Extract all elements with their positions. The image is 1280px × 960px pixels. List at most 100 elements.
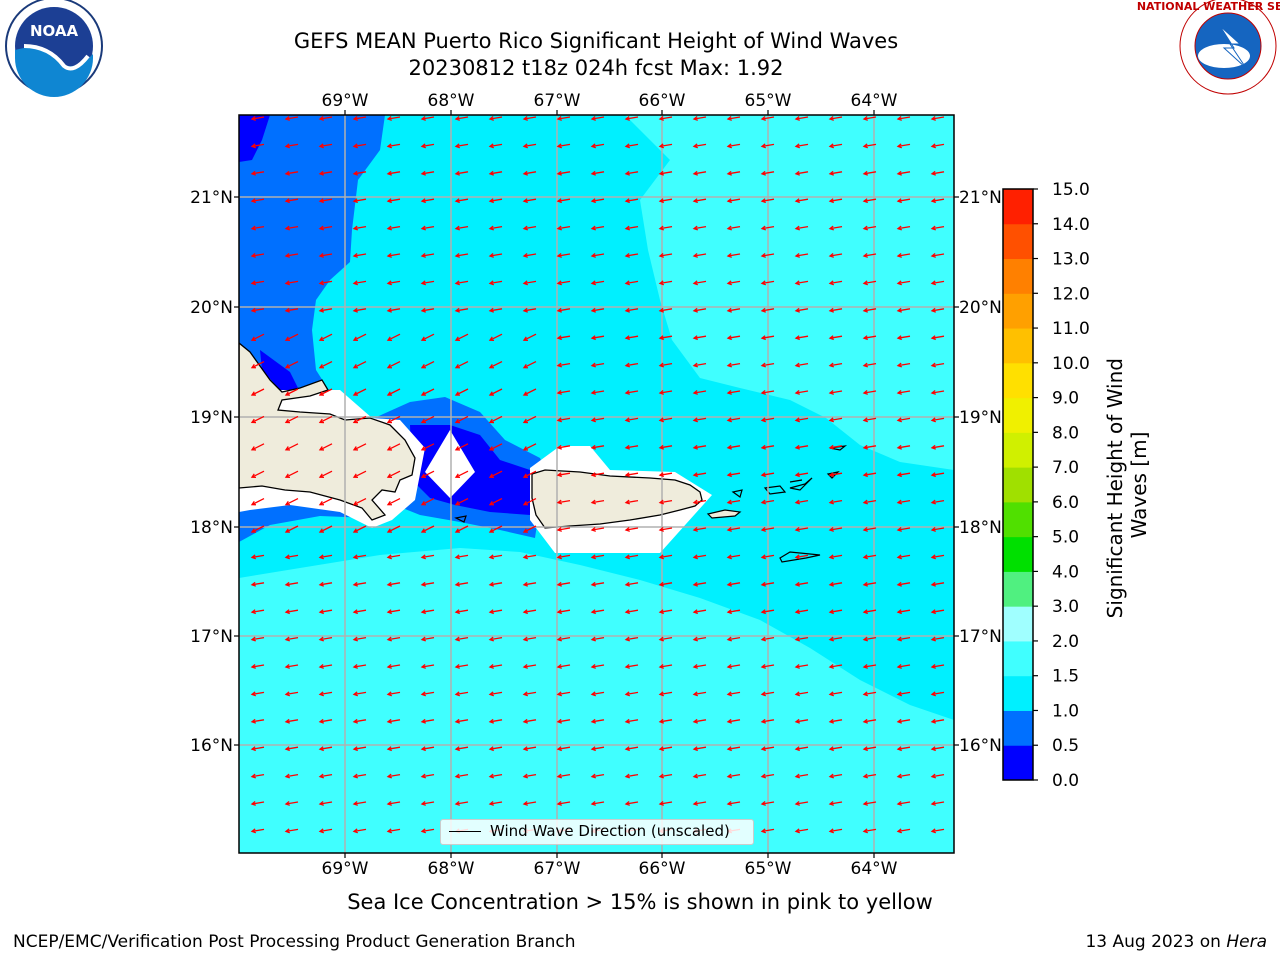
wave-direction-arrow bbox=[896, 116, 911, 121]
wave-direction-arrow bbox=[284, 801, 299, 806]
colorbar-tick-label: 0.0 bbox=[1052, 771, 1079, 791]
wave-direction-arrow bbox=[352, 498, 367, 506]
wave-direction-arrow bbox=[896, 718, 911, 724]
wave-direction-arrow bbox=[692, 170, 707, 176]
wave-direction-arrow bbox=[556, 691, 571, 697]
wave-direction-arrow bbox=[760, 143, 775, 149]
wave-direction-arrow bbox=[250, 470, 265, 478]
wind-wave-direction-arrows bbox=[250, 116, 945, 860]
legend-line-symbol bbox=[449, 831, 481, 832]
wave-direction-arrow bbox=[692, 472, 707, 478]
wave-direction-arrow bbox=[624, 527, 639, 532]
wave-direction-arrow bbox=[692, 581, 707, 587]
wave-direction-arrow bbox=[522, 116, 537, 121]
wave-direction-arrow bbox=[760, 499, 775, 505]
wave-direction-arrow bbox=[896, 746, 911, 752]
wave-direction-arrow bbox=[726, 225, 741, 231]
wave-direction-arrow bbox=[692, 335, 707, 341]
wave-direction-arrow bbox=[862, 664, 877, 669]
wave-direction-arrow bbox=[352, 415, 367, 424]
wave-direction-arrow bbox=[556, 664, 571, 669]
wave-direction-arrow bbox=[794, 143, 809, 149]
wave-direction-arrow bbox=[420, 525, 435, 533]
wave-direction-arrow bbox=[454, 253, 469, 258]
wave-direction-arrow bbox=[828, 499, 843, 505]
wave-direction-arrow bbox=[386, 253, 401, 258]
wave-direction-arrow bbox=[590, 664, 605, 669]
wave-direction-arrow bbox=[930, 773, 945, 779]
wave-direction-arrow bbox=[590, 718, 605, 724]
wave-direction-arrow bbox=[828, 253, 843, 258]
wave-direction-arrow bbox=[760, 609, 775, 615]
wave-direction-arrow bbox=[318, 280, 333, 286]
wave-direction-arrow bbox=[318, 801, 333, 806]
wave-direction-arrow bbox=[658, 143, 673, 149]
wave-direction-arrow bbox=[590, 307, 605, 313]
wave-direction-arrow bbox=[760, 307, 775, 313]
wave-direction-arrow bbox=[318, 170, 333, 176]
wave-direction-arrow bbox=[556, 362, 571, 368]
wave-direction-arrow bbox=[760, 527, 775, 532]
wave-direction-arrow bbox=[590, 280, 605, 286]
wave-direction-arrow bbox=[692, 417, 707, 423]
wave-direction-arrow bbox=[862, 335, 877, 341]
lat-label-right: 16°N bbox=[959, 736, 1002, 756]
wave-direction-arrow bbox=[794, 746, 809, 752]
wave-direction-arrow bbox=[488, 773, 503, 779]
wave-direction-arrow bbox=[930, 143, 945, 149]
wave-direction-arrow bbox=[284, 525, 299, 533]
colorbar-tick-label: 6.0 bbox=[1052, 493, 1079, 513]
wave-direction-arrow bbox=[726, 170, 741, 176]
wave-direction-arrow bbox=[284, 361, 299, 369]
wave-direction-arrow bbox=[760, 280, 775, 286]
wave-direction-arrow bbox=[286, 856, 298, 860]
wave-direction-arrow bbox=[760, 116, 775, 121]
wave-direction-arrow bbox=[658, 390, 673, 395]
wave-direction-arrow bbox=[488, 664, 503, 669]
wave-direction-arrow bbox=[862, 609, 877, 615]
wave-direction-arrow bbox=[590, 609, 605, 615]
wave-direction-arrow bbox=[896, 801, 911, 806]
chart-subtitle: 20230812 t18z 024h fcst Max: 1.92 bbox=[408, 56, 784, 80]
wave-direction-arrow bbox=[352, 581, 367, 587]
wave-direction-arrow bbox=[828, 362, 843, 368]
wave-direction-arrow bbox=[794, 390, 809, 395]
wave-direction-arrow bbox=[386, 307, 401, 313]
wave-direction-arrow bbox=[728, 856, 740, 860]
wave-direction-arrow bbox=[930, 198, 945, 204]
wave-direction-arrow bbox=[862, 746, 877, 752]
lat-label-left: 19°N bbox=[190, 408, 233, 428]
lon-label-top: 68°W bbox=[428, 91, 475, 111]
wave-direction-arrow bbox=[760, 773, 775, 779]
colorbar bbox=[1002, 188, 1034, 781]
wave-direction-arrow bbox=[930, 335, 945, 341]
wave-direction-arrow bbox=[352, 443, 367, 451]
wave-direction-arrow bbox=[590, 773, 605, 779]
wave-direction-arrow bbox=[862, 116, 877, 121]
wave-direction-arrow bbox=[896, 253, 911, 258]
wave-direction-arrow bbox=[658, 609, 673, 615]
wave-direction-arrow bbox=[862, 225, 877, 231]
wave-direction-arrow bbox=[250, 116, 265, 121]
wave-direction-arrow bbox=[420, 554, 435, 560]
wave-direction-arrow bbox=[828, 581, 843, 587]
wave-direction-arrow bbox=[692, 527, 707, 532]
wave-direction-arrow bbox=[760, 664, 775, 669]
wave-direction-arrow bbox=[828, 225, 843, 231]
wave-direction-arrow bbox=[898, 856, 910, 860]
wave-direction-arrow bbox=[896, 609, 911, 615]
wave-direction-arrow bbox=[420, 828, 435, 834]
colorbar-tick-label: 4.0 bbox=[1052, 562, 1079, 582]
wave-direction-arrow bbox=[284, 170, 299, 176]
wave-direction-arrow bbox=[454, 307, 469, 313]
wave-direction-arrow bbox=[590, 499, 605, 505]
colorbar-tick-label: 1.5 bbox=[1052, 667, 1079, 687]
wave-direction-arrow bbox=[488, 609, 503, 615]
wave-direction-arrow bbox=[386, 609, 401, 615]
wave-direction-arrow bbox=[386, 333, 401, 341]
wave-direction-arrow bbox=[488, 307, 503, 313]
wave-direction-arrow bbox=[930, 499, 945, 505]
wave-direction-arrow bbox=[828, 801, 843, 806]
wave-direction-arrow bbox=[624, 691, 639, 697]
wave-direction-arrow bbox=[896, 143, 911, 149]
